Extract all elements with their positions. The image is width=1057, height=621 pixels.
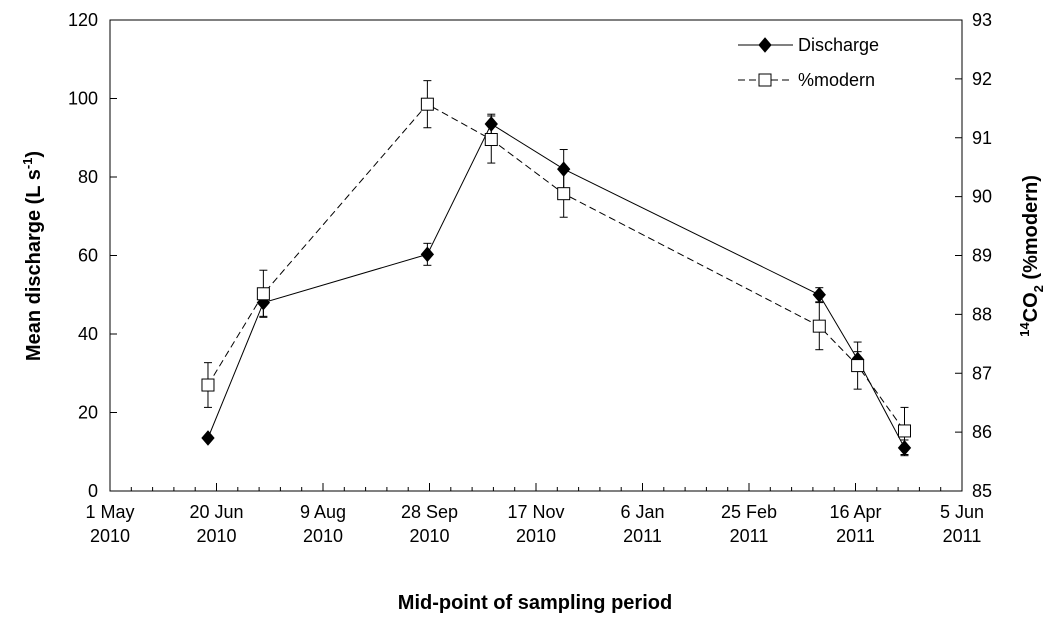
diamond-point bbox=[420, 246, 435, 263]
y-right-axis-title: 14CO2 (%modern) bbox=[1017, 175, 1046, 337]
series-line bbox=[207, 103, 905, 432]
x-tick-label-line2: 2010 bbox=[409, 526, 449, 546]
x-tick-label-line2: 2010 bbox=[196, 526, 236, 546]
square-point bbox=[256, 287, 270, 301]
y-right-tick-label: 91 bbox=[972, 128, 992, 148]
square-point bbox=[851, 359, 865, 373]
legend: Discharge %modern bbox=[738, 35, 879, 90]
y-right-title-sup: 14 bbox=[1017, 322, 1032, 337]
square-point bbox=[420, 97, 434, 111]
y-left-tick-label: 20 bbox=[78, 403, 98, 423]
y-right-tick-label: 90 bbox=[972, 187, 992, 207]
square-point bbox=[201, 378, 215, 392]
y-right-title-sub: 2 bbox=[1031, 285, 1046, 292]
y-left-tick-label: 60 bbox=[78, 246, 98, 266]
y-right-tick-label: 87 bbox=[972, 363, 992, 383]
legend-square-marker bbox=[758, 73, 772, 87]
x-tick-label-line2: 2011 bbox=[836, 526, 875, 546]
square-point bbox=[812, 319, 826, 333]
square-point bbox=[557, 187, 571, 201]
x-tick-label-line2: 2010 bbox=[90, 526, 130, 546]
y-left-tick-label: 40 bbox=[78, 324, 98, 344]
legend-label: Discharge bbox=[798, 35, 879, 55]
square-point bbox=[484, 133, 498, 147]
x-tick-label-line1: 28 Sep bbox=[401, 502, 458, 522]
y-left-axis-title: Mean discharge (L s-1) bbox=[20, 151, 45, 361]
y-right-tick-label: 85 bbox=[972, 481, 992, 501]
y-left-title-end: ) bbox=[23, 151, 45, 158]
y-left-title-sup: -1 bbox=[20, 158, 35, 170]
y-right-title-pre: CO bbox=[1020, 292, 1042, 322]
y-right-tick-label: 92 bbox=[972, 69, 992, 89]
y-right-tick-label: 86 bbox=[972, 422, 992, 442]
y-left-tick-label: 80 bbox=[78, 167, 98, 187]
x-tick-label-line2: 2011 bbox=[623, 526, 662, 546]
square-point bbox=[897, 424, 911, 438]
x-tick-label-line1: 17 Nov bbox=[507, 502, 564, 522]
x-tick-label-line1: 16 Apr bbox=[829, 502, 881, 522]
series-line bbox=[207, 123, 905, 449]
x-tick-label-line1: 9 Aug bbox=[300, 502, 346, 522]
y-left-tick-label: 100 bbox=[68, 89, 98, 109]
x-tick-label-line1: 1 May bbox=[85, 502, 134, 522]
diamond-point bbox=[201, 430, 215, 446]
diamond-point bbox=[812, 286, 826, 303]
series-modern bbox=[201, 80, 911, 455]
legend-diamond-marker bbox=[758, 37, 772, 53]
plot-frame bbox=[109, 19, 963, 492]
legend-label: %modern bbox=[798, 70, 875, 90]
y-right-title-post: (%modern) bbox=[1020, 175, 1042, 285]
series-layer bbox=[201, 80, 912, 457]
x-tick-label-line1: 5 Jun bbox=[940, 502, 984, 522]
y-left-title-main: Mean discharge (L s bbox=[23, 169, 45, 361]
y-right-tick-label: 89 bbox=[972, 246, 992, 266]
series-discharge bbox=[201, 113, 912, 457]
y-left-tick-label: 120 bbox=[68, 10, 98, 30]
y-right-tick-label: 93 bbox=[972, 10, 992, 30]
x-tick-label-line2: 2011 bbox=[943, 526, 982, 546]
x-tick-label-line2: 2011 bbox=[730, 526, 769, 546]
x-axis-title: Mid-point of sampling period bbox=[398, 592, 672, 614]
x-tick-label-line2: 2010 bbox=[516, 526, 556, 546]
x-tick-label-line1: 25 Feb bbox=[721, 502, 777, 522]
x-tick-label-line1: 20 Jun bbox=[189, 502, 243, 522]
x-tick-label-line1: 6 Jan bbox=[620, 502, 664, 522]
y-right-tick-label: 88 bbox=[972, 304, 992, 324]
x-tick-label-line2: 2010 bbox=[303, 526, 343, 546]
axes: 0 20 40 60 80 100 120 85 86 87 88 89 90 91 92 93 1 May 20… bbox=[68, 10, 992, 546]
y-left-tick-label: 0 bbox=[88, 481, 98, 501]
